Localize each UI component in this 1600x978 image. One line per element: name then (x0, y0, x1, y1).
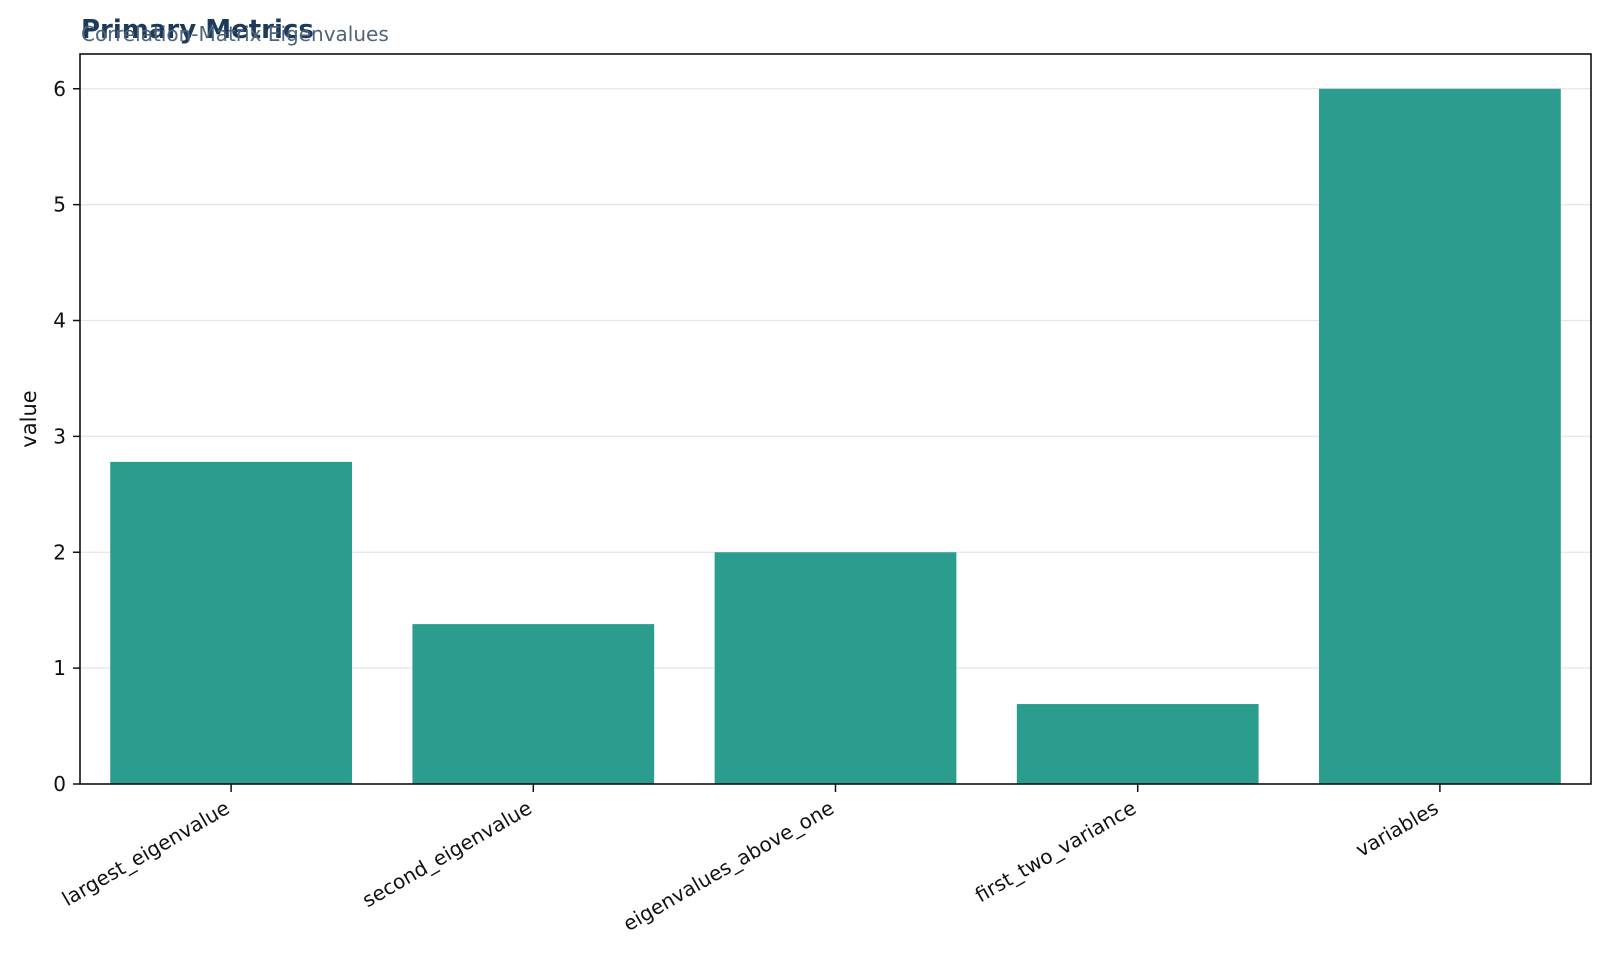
bars (110, 88, 1561, 784)
chart-subtitle: Correlation-Matrix Eigenvalues (81, 22, 389, 46)
y-tick-label: 0 (53, 772, 66, 796)
y-tick-label: 3 (53, 424, 66, 448)
x-tick-label: largest_eigenvalue (58, 796, 234, 911)
bar-variables (1319, 88, 1561, 784)
bar-largest-eigenvalue (110, 461, 352, 784)
y-tick-label: 1 (53, 656, 66, 680)
bar-second-eigenvalue (412, 624, 655, 784)
y-tick-label: 6 (53, 77, 66, 101)
x-tick-label: eigenvalues_above_one (619, 796, 838, 936)
y-axis-ticks: 0 1 2 3 4 5 6 (53, 77, 80, 796)
bar-first-two-variance (1016, 704, 1259, 784)
bar-eigenvalues-above-one (714, 552, 957, 784)
chart-title: Primary Metrics (81, 15, 314, 45)
x-axis-ticks: largest_eigenvalue second_eigenvalue eigen… (58, 784, 1442, 936)
y-tick-label: 5 (53, 193, 66, 217)
y-tick-label: 2 (53, 540, 66, 564)
y-axis-label: value (17, 390, 41, 447)
x-tick-label: variables (1351, 796, 1442, 862)
y-tick-label: 4 (53, 309, 66, 333)
x-tick-label: first_two_variance (971, 796, 1140, 908)
x-tick-label: second_eigenvalue (358, 796, 536, 913)
